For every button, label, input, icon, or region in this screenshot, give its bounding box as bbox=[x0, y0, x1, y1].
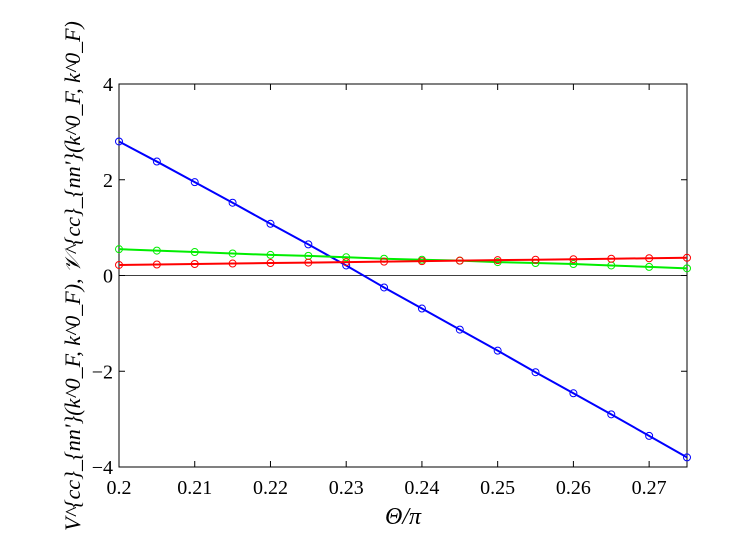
data-point bbox=[455, 325, 464, 334]
series-line bbox=[118, 256, 688, 266]
x-tick-label: 0.2 bbox=[107, 477, 132, 499]
series-2 bbox=[115, 253, 691, 269]
data-point bbox=[380, 257, 389, 266]
y-tick-label: 2 bbox=[103, 170, 113, 192]
x-tick-label: 0.26 bbox=[556, 477, 591, 499]
y-axis-label: V^{cc}_{nn'}(k^0_F, k^0_F), 𝒱^{cc}_{nn'}… bbox=[60, 21, 85, 531]
data-point bbox=[569, 389, 578, 398]
data-point bbox=[645, 254, 654, 263]
x-tick-label: 0.25 bbox=[480, 477, 515, 499]
data-point bbox=[342, 253, 351, 262]
y-tick-label: 0 bbox=[103, 266, 113, 288]
x-tick-label: 0.23 bbox=[329, 477, 364, 499]
data-point bbox=[493, 346, 502, 355]
data-point bbox=[683, 453, 691, 462]
data-point bbox=[228, 198, 237, 207]
data-point bbox=[645, 262, 654, 271]
series-line bbox=[118, 248, 688, 270]
x-tick-label: 0.22 bbox=[253, 477, 288, 499]
data-point bbox=[190, 248, 199, 257]
data-point bbox=[190, 178, 199, 187]
data-point bbox=[266, 219, 275, 228]
data-point bbox=[266, 250, 275, 259]
x-axis-label: Θ/π bbox=[385, 504, 422, 530]
data-point bbox=[683, 253, 691, 262]
data-point bbox=[228, 259, 237, 268]
data-point bbox=[607, 254, 616, 263]
data-point bbox=[417, 257, 426, 266]
data-point bbox=[455, 256, 464, 265]
data-point bbox=[266, 259, 275, 268]
data-point bbox=[304, 258, 313, 267]
data-point bbox=[190, 260, 199, 269]
x-tick-label: 0.24 bbox=[404, 477, 439, 499]
data-point bbox=[228, 249, 237, 258]
data-point bbox=[531, 368, 540, 377]
y-tick-label: 4 bbox=[103, 74, 113, 96]
x-tick-label: 0.27 bbox=[632, 477, 667, 499]
y-tick-label: −2 bbox=[92, 361, 113, 383]
data-point bbox=[417, 304, 426, 313]
data-point bbox=[152, 157, 161, 166]
series-layer bbox=[115, 137, 691, 462]
data-point bbox=[152, 260, 161, 269]
data-point bbox=[115, 137, 123, 146]
tick-labels: 0.2 0.21 0.22 0.23 0.24 0.25 0.26 0.27 4 2 0 −2 −4 bbox=[92, 74, 667, 499]
data-point bbox=[152, 246, 161, 255]
series-0 bbox=[115, 137, 691, 462]
data-point bbox=[342, 258, 351, 267]
data-point bbox=[115, 260, 123, 269]
data-point bbox=[683, 264, 691, 273]
data-point bbox=[493, 256, 502, 265]
data-point bbox=[569, 255, 578, 264]
series-line bbox=[118, 140, 688, 459]
data-point bbox=[607, 410, 616, 419]
data-point bbox=[531, 255, 540, 264]
data-point bbox=[569, 260, 578, 269]
data-point bbox=[380, 283, 389, 292]
y-tick-label: −4 bbox=[92, 457, 113, 479]
data-point bbox=[115, 245, 123, 254]
x-tick-label: 0.21 bbox=[177, 477, 212, 499]
axis-ticks bbox=[118, 83, 687, 468]
data-point bbox=[645, 431, 654, 440]
data-point bbox=[304, 240, 313, 249]
